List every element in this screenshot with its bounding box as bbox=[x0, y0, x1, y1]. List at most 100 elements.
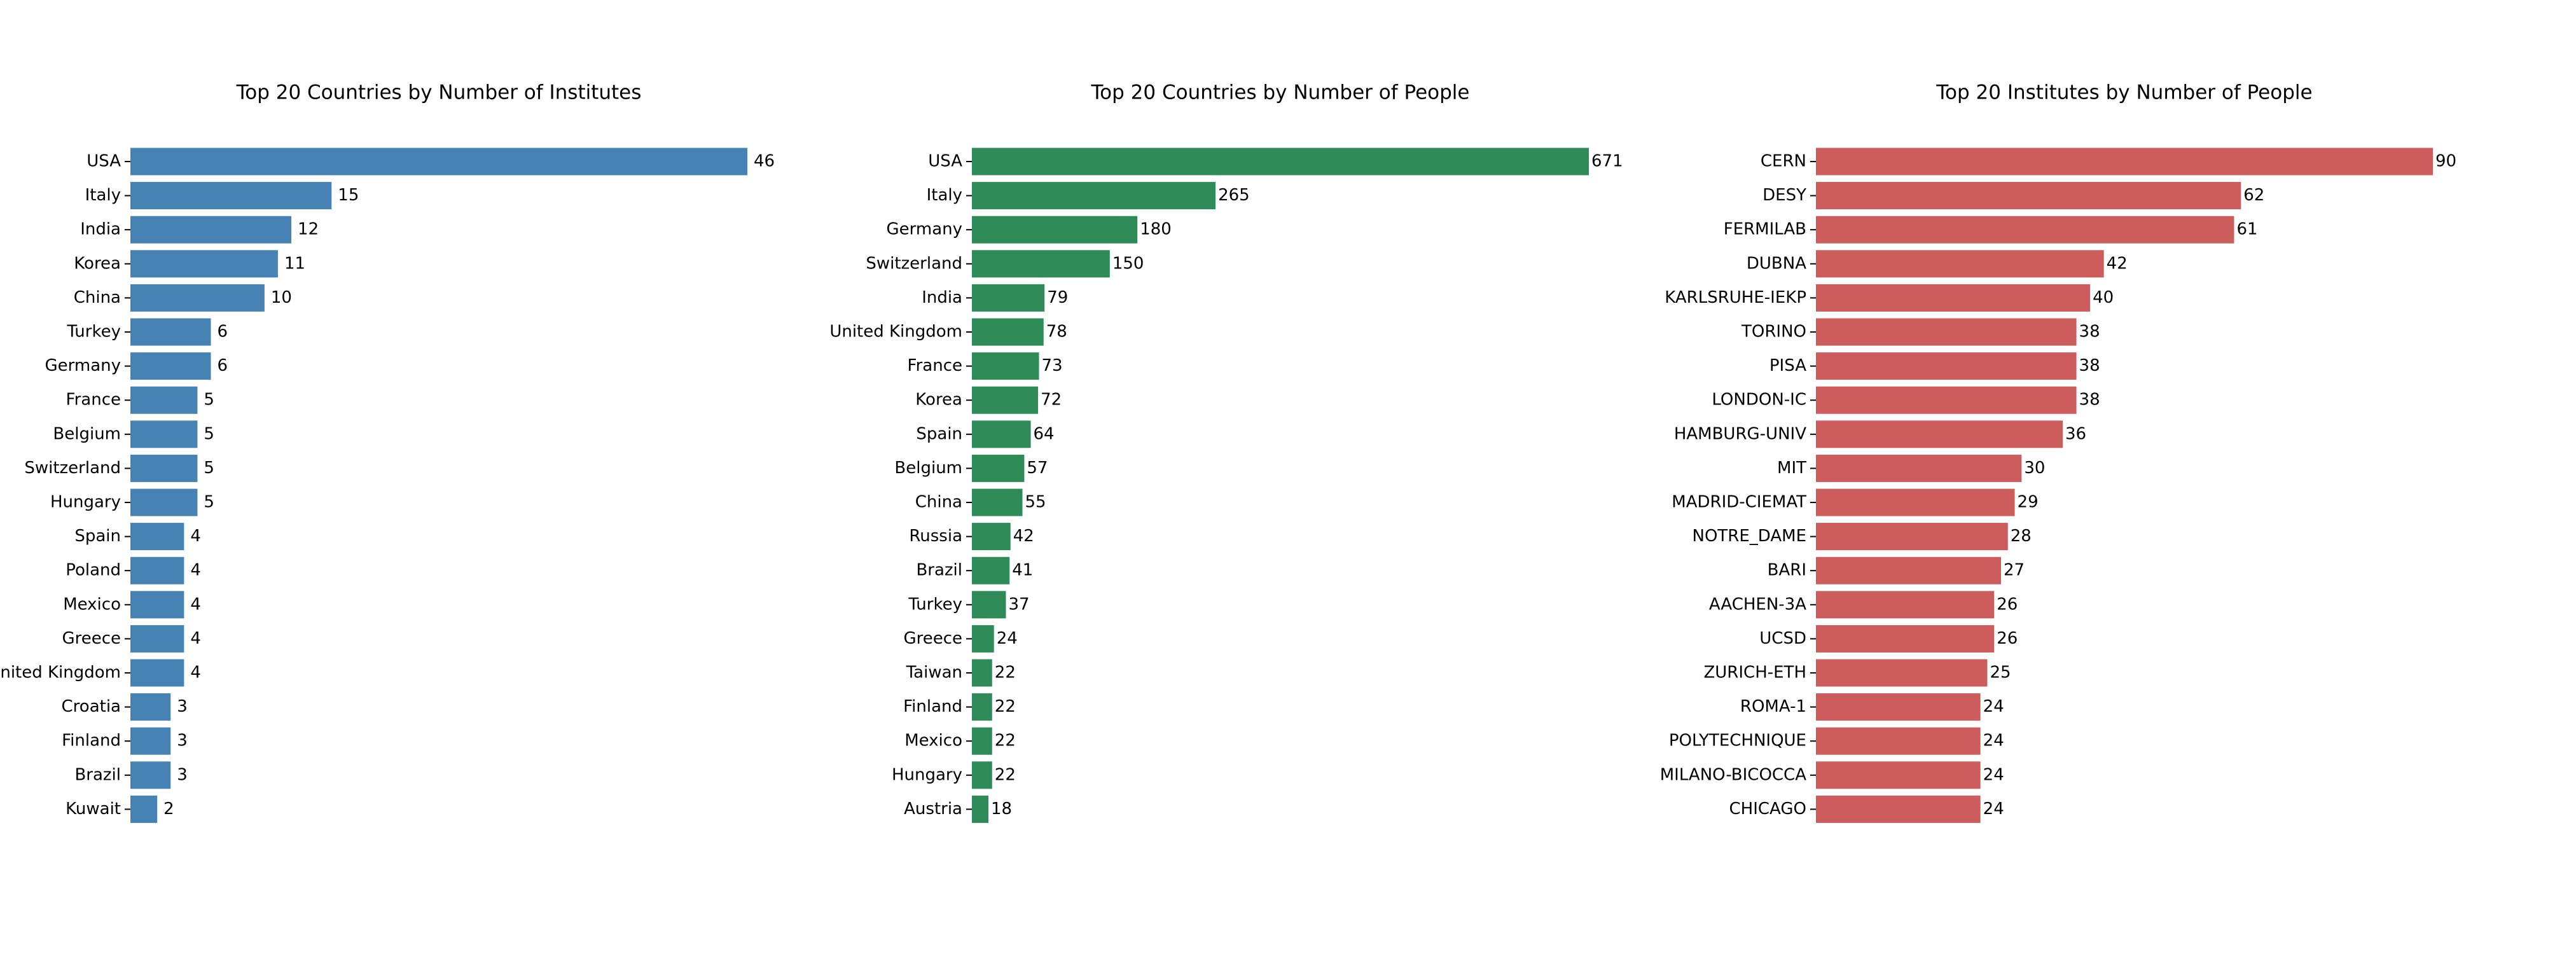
y-tick-label: Finland bbox=[903, 697, 962, 716]
y-tick-label: China bbox=[915, 493, 962, 512]
bar bbox=[972, 488, 1023, 516]
bar bbox=[1816, 727, 1981, 755]
chart-title: Top 20 Countries by Number of Institutes bbox=[236, 81, 642, 104]
bar bbox=[972, 625, 994, 653]
data-label: 26 bbox=[1997, 595, 2018, 614]
data-label: 4 bbox=[190, 561, 201, 580]
data-label: 6 bbox=[218, 322, 228, 342]
data-label: 4 bbox=[190, 629, 201, 648]
bar bbox=[130, 659, 184, 687]
data-label: 24 bbox=[1983, 731, 2004, 750]
bar bbox=[1816, 352, 2077, 380]
bar bbox=[972, 523, 1011, 551]
y-tick-label: CERN bbox=[1761, 152, 1806, 171]
bar bbox=[1816, 625, 1995, 653]
data-label: 671 bbox=[1591, 152, 1623, 171]
bar bbox=[972, 386, 1039, 414]
data-label: 36 bbox=[2065, 424, 2086, 443]
data-label: 5 bbox=[204, 391, 214, 410]
data-label: 150 bbox=[1112, 254, 1144, 273]
bar bbox=[130, 250, 278, 278]
data-label: 5 bbox=[204, 424, 214, 443]
data-label: 62 bbox=[2243, 186, 2264, 205]
chart-panel-3: Top 20 Institutes by Number of People CER… bbox=[1660, 81, 2456, 823]
data-label: 27 bbox=[2004, 561, 2025, 580]
bar bbox=[130, 693, 171, 721]
y-tick-label: Spain bbox=[916, 424, 962, 443]
y-tick-label: POLYTECHNIQUE bbox=[1669, 731, 1806, 750]
bar bbox=[1816, 216, 2234, 244]
y-tick-label: KARLSRUHE-IEKP bbox=[1665, 288, 1806, 307]
bar bbox=[972, 693, 992, 721]
data-label: 12 bbox=[298, 220, 319, 239]
bar bbox=[1816, 795, 1981, 823]
bar bbox=[1816, 284, 2091, 312]
y-tick-label: Italy bbox=[927, 186, 962, 205]
y-tick-label: BARI bbox=[1768, 561, 1806, 580]
data-label: 26 bbox=[1997, 629, 2018, 648]
bar bbox=[1816, 761, 1981, 789]
y-tick-label: PISA bbox=[1769, 356, 1806, 375]
bar bbox=[972, 250, 1110, 278]
bar bbox=[130, 625, 184, 653]
data-label: 57 bbox=[1027, 459, 1048, 478]
y-tick-label: Germany bbox=[886, 220, 962, 239]
y-tick-label: Switzerland bbox=[24, 459, 121, 478]
y-tick-label: India bbox=[922, 288, 962, 307]
y-tick-label: HAMBURG-UNIV bbox=[1674, 424, 1806, 443]
bar bbox=[1816, 488, 2015, 516]
data-label: 42 bbox=[2107, 254, 2128, 273]
bar bbox=[130, 523, 184, 551]
data-label: 30 bbox=[2024, 459, 2045, 478]
y-tick-label: China bbox=[74, 288, 121, 307]
bar bbox=[972, 352, 1039, 380]
data-label: 4 bbox=[190, 663, 201, 682]
bar bbox=[130, 556, 184, 584]
data-label: 11 bbox=[284, 254, 305, 273]
bar bbox=[972, 454, 1025, 482]
y-tick-label: Germany bbox=[45, 356, 121, 375]
data-label: 41 bbox=[1012, 561, 1033, 580]
y-tick-label: ROMA-1 bbox=[1740, 697, 1806, 716]
bar bbox=[1816, 523, 2008, 551]
y-tick-label: CHICAGO bbox=[1729, 799, 1806, 819]
y-tick-label: Austria bbox=[904, 799, 962, 819]
chart-title: Top 20 Institutes by Number of People bbox=[1935, 81, 2312, 104]
bar bbox=[130, 591, 184, 619]
y-tick-label: NOTRE_DAME bbox=[1693, 527, 1807, 546]
bar bbox=[972, 761, 992, 789]
bar bbox=[972, 318, 1044, 346]
bar bbox=[1816, 659, 1988, 687]
data-label: 38 bbox=[2079, 391, 2100, 410]
data-label: 3 bbox=[177, 731, 188, 750]
y-tick-label: Poland bbox=[66, 561, 121, 580]
y-tick-label: Brazil bbox=[74, 765, 121, 784]
y-tick-label: MADRID-CIEMAT bbox=[1672, 493, 1806, 512]
bar bbox=[130, 488, 198, 516]
data-label: 24 bbox=[1983, 799, 2004, 819]
y-tick-label: Italy bbox=[85, 186, 121, 205]
data-label: 180 bbox=[1140, 220, 1172, 239]
data-label: 37 bbox=[1008, 595, 1029, 614]
bar bbox=[130, 182, 332, 210]
y-tick-label: France bbox=[908, 356, 962, 375]
data-label: 40 bbox=[2093, 288, 2114, 307]
data-label: 38 bbox=[2079, 356, 2100, 375]
data-label: 3 bbox=[177, 765, 188, 784]
data-label: 38 bbox=[2079, 322, 2100, 342]
data-label: 2 bbox=[163, 799, 174, 819]
bar bbox=[130, 727, 171, 755]
data-label: 29 bbox=[2018, 493, 2039, 512]
bar bbox=[972, 591, 1006, 619]
data-label: 22 bbox=[995, 663, 1016, 682]
bar bbox=[972, 795, 989, 823]
y-tick-label: Turkey bbox=[908, 595, 962, 614]
bar bbox=[130, 386, 198, 414]
data-label: 22 bbox=[995, 765, 1016, 784]
y-tick-label: Switzerland bbox=[866, 254, 962, 273]
y-tick-label: Korea bbox=[915, 391, 962, 410]
bar bbox=[1816, 591, 1995, 619]
data-label: 24 bbox=[1983, 697, 2004, 716]
